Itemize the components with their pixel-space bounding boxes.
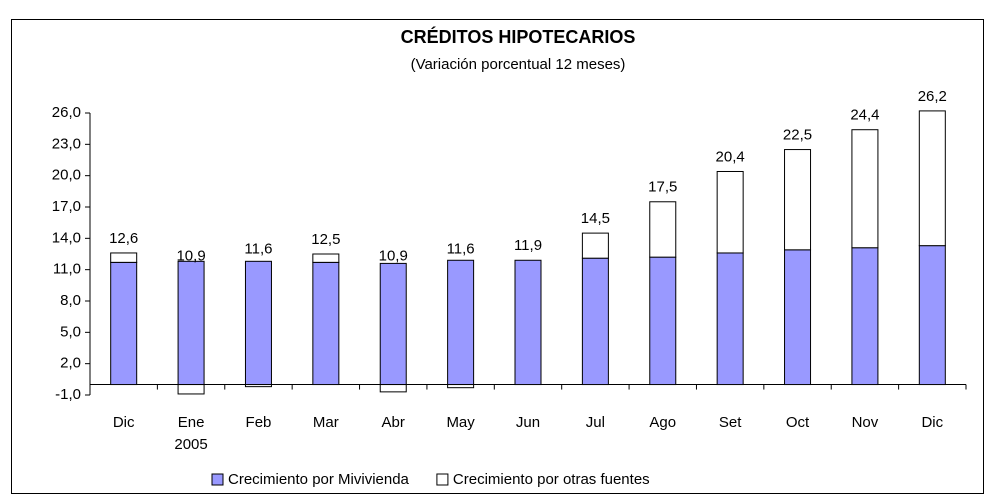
bar: [918, 245, 946, 386]
total-label: 11,6: [244, 240, 272, 257]
bar: [649, 256, 677, 386]
y-tick-label: 23,0: [52, 135, 81, 152]
x-tick-label: Oct: [786, 414, 810, 431]
bar: [447, 384, 475, 389]
bar: [784, 249, 812, 386]
bar: [177, 384, 205, 395]
bar: [581, 232, 609, 259]
total-label: 24,4: [850, 107, 879, 124]
legend-swatch: [436, 473, 449, 486]
bar: [851, 247, 879, 386]
bar: [177, 260, 205, 386]
bar: [312, 253, 340, 263]
x-tick-label: Mar: [313, 414, 339, 431]
x-tick-label: Ago: [649, 414, 676, 431]
bar: [918, 110, 946, 247]
x-tick-label: Set: [719, 414, 742, 431]
legend-label: Crecimiento por Mivivienda: [228, 471, 410, 488]
y-tick-label: -1,0: [55, 386, 81, 403]
bar: [244, 384, 272, 388]
chart-title: CRÉDITOS HIPOTECARIOS: [401, 26, 636, 47]
legend-label: Crecimiento por otras fuentes: [453, 471, 650, 488]
bar: [244, 260, 272, 386]
bar: [514, 259, 542, 386]
total-label: 20,4: [716, 148, 745, 165]
y-tick-label: 8,0: [60, 292, 81, 309]
x-tick-label: Nov: [852, 414, 879, 431]
y-tick-label: 20,0: [52, 167, 81, 184]
total-label: 14,5: [581, 210, 610, 227]
bar: [110, 252, 138, 263]
y-tick-label: 5,0: [60, 323, 81, 340]
x-tick-label: Jun: [516, 414, 540, 431]
total-label: 10,9: [379, 248, 408, 265]
total-label: 12,6: [109, 230, 138, 247]
x-tick-label: May: [446, 414, 475, 431]
x-tick-label: Dic: [113, 414, 135, 431]
bar: [312, 261, 340, 386]
bar: [447, 259, 475, 386]
bar: [851, 129, 879, 249]
total-label: 11,6: [447, 240, 475, 257]
x-tick-label: Abr: [382, 414, 405, 431]
total-label: 22,5: [783, 127, 812, 144]
y-tick-label: 14,0: [52, 229, 81, 246]
bar: [379, 262, 407, 386]
x-tick-label: Jul: [586, 414, 605, 431]
legend-swatch: [211, 473, 224, 486]
bar: [110, 261, 138, 386]
x-tick-label: Dic: [921, 414, 943, 431]
x-tick-label: Ene: [178, 414, 205, 431]
total-label: 10,9: [176, 248, 205, 265]
chart-frame: [11, 19, 984, 494]
bar: [649, 201, 677, 258]
bar: [581, 257, 609, 386]
y-tick-label: 26,0: [52, 104, 81, 121]
total-label: 12,5: [311, 231, 340, 248]
y-tick-label: 17,0: [52, 198, 81, 215]
bar: [716, 170, 744, 254]
total-label: 11,9: [514, 237, 542, 254]
x-tick-label: Feb: [246, 414, 272, 431]
total-label: 17,5: [648, 179, 677, 196]
total-label: 26,2: [918, 88, 947, 105]
x-tick-sublabel: 2005: [174, 436, 207, 453]
bar: [716, 252, 744, 386]
bar: [379, 384, 407, 393]
y-tick-label: 11,0: [53, 261, 81, 278]
y-tick-label: 2,0: [60, 355, 81, 372]
chart-subtitle: (Variación porcentual 12 meses): [411, 56, 626, 73]
bar: [784, 149, 812, 251]
